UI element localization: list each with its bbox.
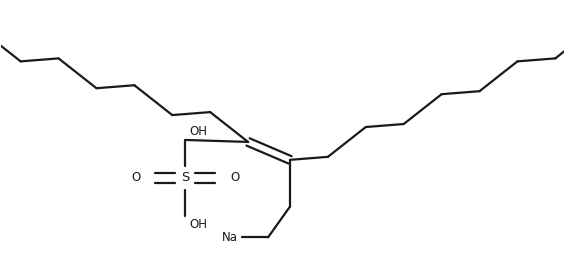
Text: O: O xyxy=(230,171,240,184)
Text: O: O xyxy=(131,171,140,184)
Text: OH: OH xyxy=(189,218,207,231)
Text: S: S xyxy=(181,171,189,184)
Text: OH: OH xyxy=(189,125,207,138)
Text: Na: Na xyxy=(222,231,238,244)
